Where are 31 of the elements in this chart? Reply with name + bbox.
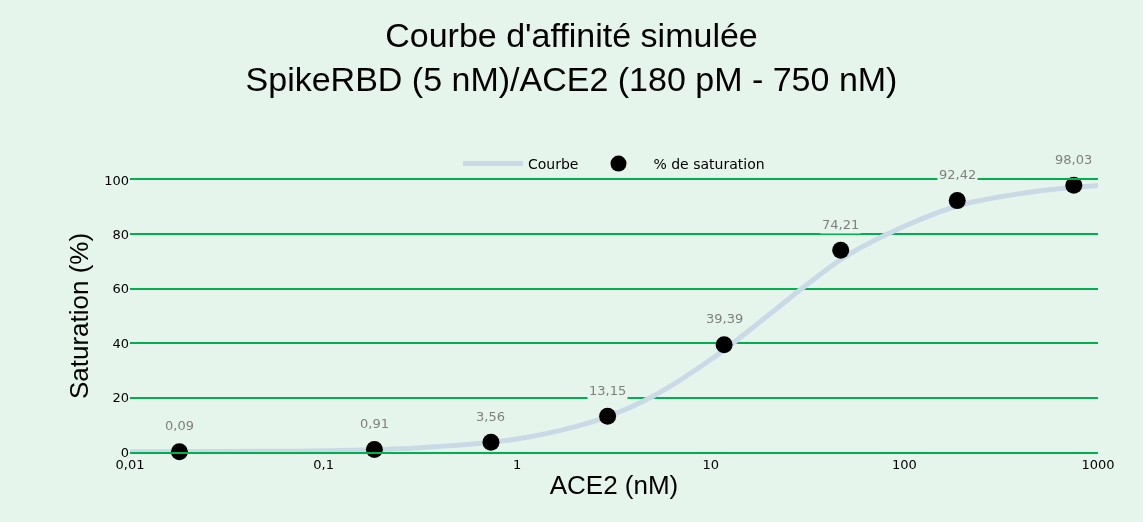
x-axis-title: ACE2 (nM): [549, 469, 679, 500]
point: [832, 241, 850, 259]
x-tick-label: 1000: [1081, 457, 1115, 473]
data-label: 0,91: [360, 416, 389, 431]
x-tick-label: 100: [891, 457, 917, 473]
point: [482, 433, 500, 451]
y-tick-label: 100: [104, 172, 129, 188]
chart-title: Courbe d'affinité simulée: [385, 15, 758, 54]
legend-label: % de saturation: [653, 156, 765, 173]
point: [715, 336, 733, 354]
point: [599, 407, 617, 425]
x-tick-label: 0,1: [313, 457, 334, 473]
data-label: 98,03: [1055, 152, 1093, 167]
data-label: 3,56: [476, 409, 505, 424]
y-tick-label: 20: [112, 390, 129, 406]
y-tick-label: 40: [112, 335, 129, 351]
y-tick-label: 80: [112, 226, 129, 242]
point: [948, 192, 966, 210]
x-tick-label: 0,01: [115, 457, 145, 473]
x-tick-label: 1: [513, 457, 522, 473]
chart-subtitle: SpikeRBD (5 nM)/ACE2 (180 pM - 750 nM): [245, 60, 898, 99]
data-label: 92,42: [939, 167, 977, 182]
data-label: 39,39: [706, 311, 744, 326]
data-label: 13,15: [589, 383, 627, 398]
data-label: 0,09: [165, 418, 194, 433]
y-tick-label: 0: [120, 444, 129, 460]
data-label: 74,21: [822, 217, 860, 232]
x-tick-label: 10: [702, 457, 720, 473]
y-axis-title: Saturation (%): [63, 232, 94, 400]
y-tick-label: 60: [112, 281, 129, 297]
legend-label: Courbe: [528, 156, 579, 173]
